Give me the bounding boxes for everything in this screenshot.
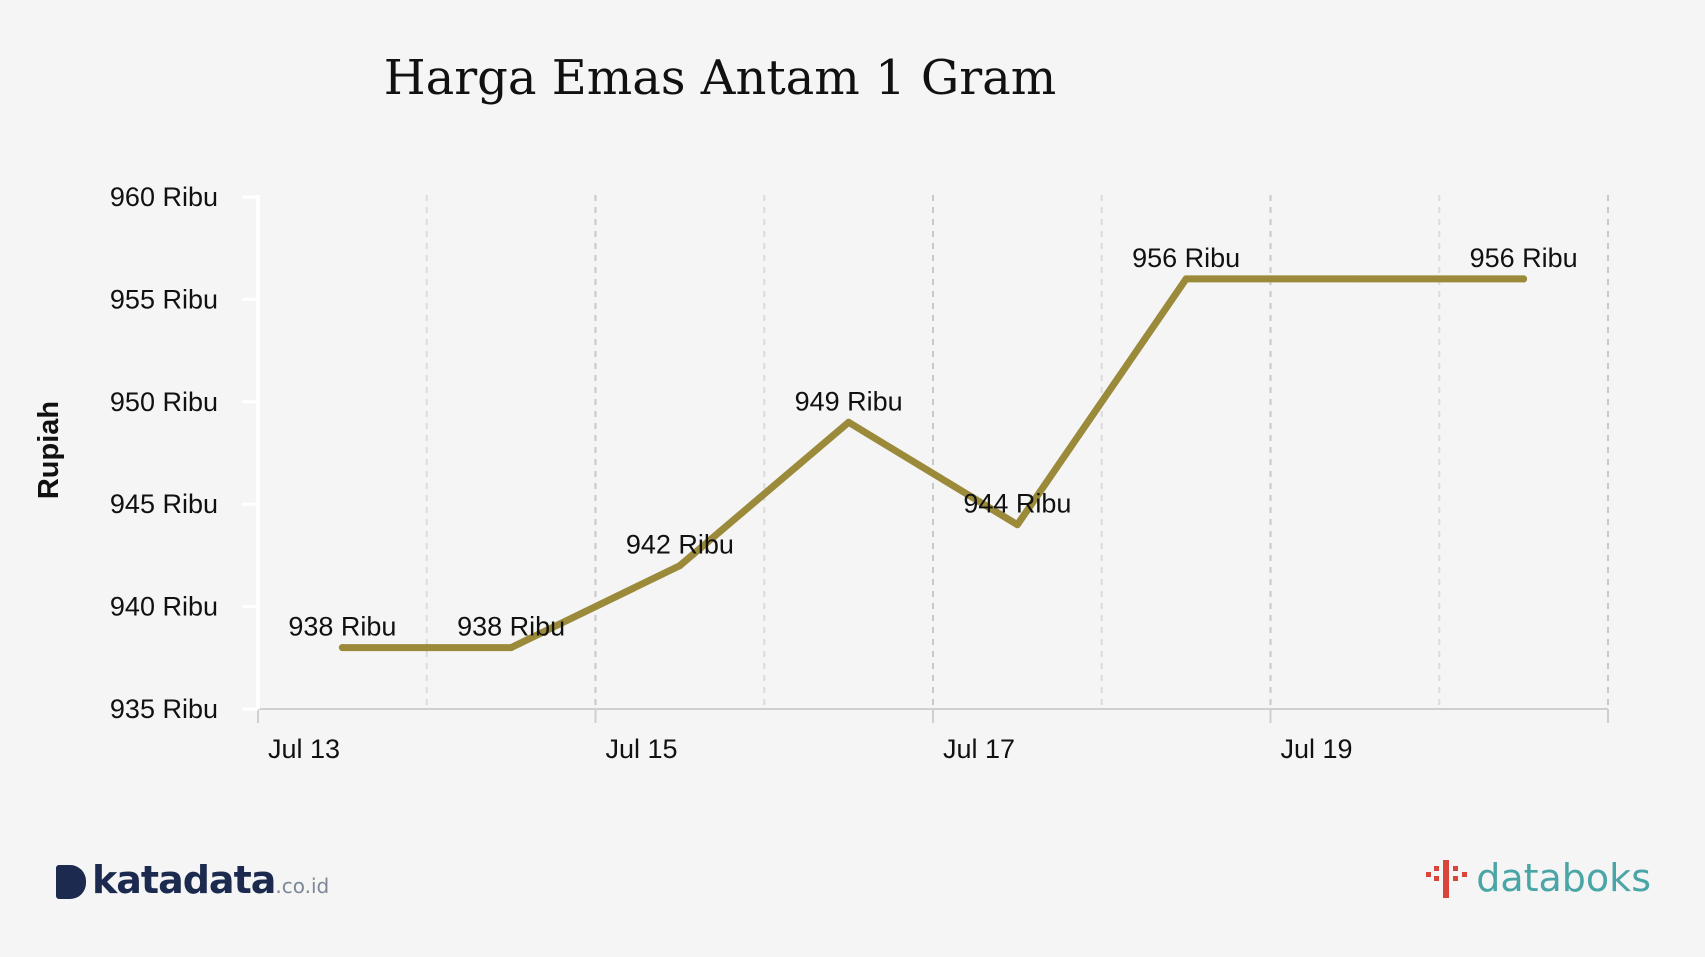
y-tick-label: 950 Ribu — [110, 387, 218, 417]
x-tick-label: Jul 17 — [943, 734, 1015, 764]
y-tick-label: 945 Ribu — [110, 489, 218, 519]
y-tick-label: 955 Ribu — [110, 284, 218, 314]
x-tick-label: Jul 19 — [1281, 734, 1353, 764]
data-point — [845, 418, 853, 426]
data-label: 942 Ribu — [626, 530, 734, 560]
data-point — [507, 644, 515, 652]
data-point — [1351, 275, 1359, 283]
katadata-logo-name: katadata — [92, 858, 276, 902]
data-points — [338, 275, 1528, 652]
x-tick-labels: Jul 13 Jul 15 Jul 17 Jul 19 — [268, 734, 1353, 764]
y-tick-labels: 935 Ribu 940 Ribu 945 Ribu 950 Ribu 955 Ribu… — [110, 182, 218, 724]
data-point — [338, 644, 346, 652]
data-label: 956 Ribu — [1132, 243, 1240, 273]
data-labels: 938 Ribu 938 Ribu 942 Ribu 949 Ribu 944 Ribu… — [288, 243, 1577, 642]
databoks-mark-icon — [1426, 860, 1468, 898]
axes — [242, 195, 1609, 723]
katadata-logo: katadata .co.id — [56, 858, 329, 902]
data-point — [1520, 275, 1528, 283]
data-label: 938 Ribu — [457, 612, 565, 642]
chart-title: Harga Emas Antam 1 Gram — [383, 50, 1057, 106]
y-tick-label: 940 Ribu — [110, 592, 218, 622]
katadata-logo-suffix: .co.id — [275, 874, 330, 898]
data-label: 956 Ribu — [1470, 243, 1578, 273]
y-axis-label: Rupiah — [33, 401, 65, 499]
data-point — [676, 562, 684, 570]
data-label: 949 Ribu — [795, 386, 903, 416]
katadata-mark-icon — [56, 865, 86, 899]
y-tick-label: 960 Ribu — [110, 182, 218, 212]
series-line — [338, 275, 1528, 652]
data-point — [1013, 521, 1021, 529]
x-tick-label: Jul 15 — [606, 734, 678, 764]
databoks-logo: databoks — [1424, 856, 1651, 900]
data-label: 944 Ribu — [963, 489, 1071, 519]
databoks-logo-name: databoks — [1476, 856, 1651, 900]
data-point — [1182, 275, 1190, 283]
y-tick-label: 935 Ribu — [110, 694, 218, 724]
data-label: 938 Ribu — [288, 612, 396, 642]
series-path — [338, 275, 1528, 652]
x-tick-label: Jul 13 — [268, 734, 340, 764]
